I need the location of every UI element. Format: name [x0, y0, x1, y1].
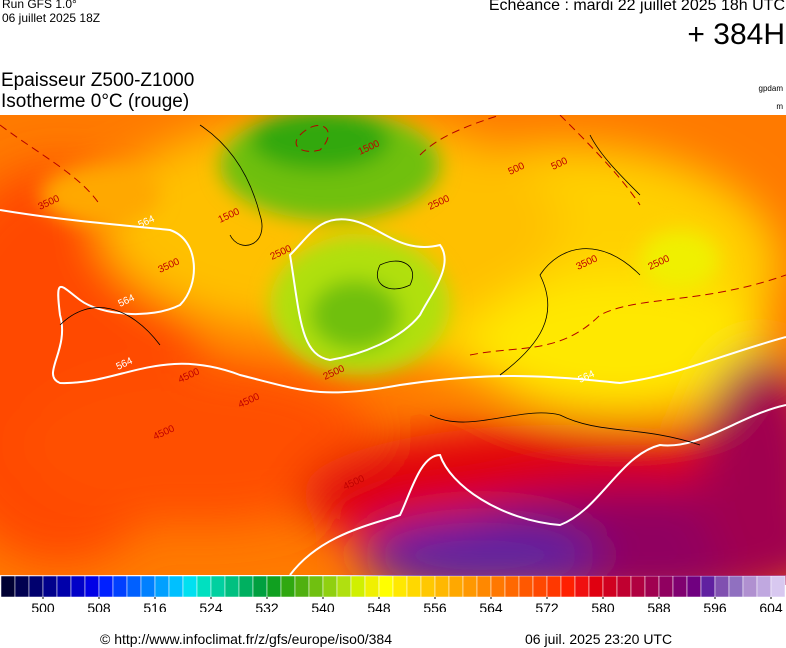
generated-time: 06 juil. 2025 23:20 UTC [525, 631, 673, 647]
thickness-field [0, 115, 786, 585]
colorbar-label: 556 [423, 600, 447, 612]
colorbar-swatch [252, 576, 268, 598]
colorbar-swatch [336, 576, 352, 598]
colorbar-swatch [378, 576, 394, 598]
colorbar-swatch [126, 576, 142, 598]
colorbar-swatch [714, 576, 730, 598]
run-date: 06 juillet 2025 18Z [2, 11, 101, 25]
title-isotherm: Isotherme 0°C (rouge) [1, 91, 190, 112]
lead-time: + 384H [687, 18, 785, 51]
colorbar-label: 548 [367, 600, 391, 612]
colorbar-swatch [420, 576, 436, 598]
colorbar-label: 508 [87, 600, 111, 612]
colorbar-label: 580 [591, 600, 615, 612]
colorbar-swatch [280, 576, 296, 598]
colorbar-swatch [728, 576, 744, 598]
contour-564 [0, 209, 786, 394]
colorbar-swatch [742, 576, 758, 598]
colorbar-swatch [70, 576, 86, 598]
colorbar-label: 604 [759, 600, 783, 612]
colorbar-swatch [490, 576, 506, 598]
colorbar-swatch [168, 576, 184, 598]
contour-576 [289, 404, 786, 576]
colorbar-swatch [630, 576, 646, 598]
colorbar-swatch [406, 576, 422, 598]
title-thickness: Epaisseur Z500-Z1000 [1, 70, 195, 91]
colorbar-swatch [560, 576, 576, 598]
colorbar-swatch [28, 576, 44, 598]
colorbar-swatch [588, 576, 604, 598]
colorbar-swatch [448, 576, 464, 598]
colorbar-swatch [56, 576, 72, 598]
colorbar-swatch [532, 576, 548, 598]
isotherm [0, 115, 786, 356]
colorbar-swatch [210, 576, 226, 598]
colorbar-swatch [476, 576, 492, 598]
colorbar-label: 540 [311, 600, 335, 612]
colorbar-label: 588 [647, 600, 671, 612]
colorbar-swatch [672, 576, 688, 598]
colorbar: 500 508 516 524 532 540 548 556 564 572 580 588 596 6… [0, 576, 786, 612]
colorbar-swatch [350, 576, 366, 598]
colorbar-swatch [294, 576, 310, 598]
colorbar-swatch [364, 576, 380, 598]
colorbar-swatch [392, 576, 408, 598]
colorbar-swatch [756, 576, 772, 598]
colorbar-swatch [658, 576, 674, 598]
run-label: Run GFS 1.0° [2, 0, 77, 11]
colorbar-swatch [686, 576, 702, 598]
colorbar-swatch [14, 576, 30, 598]
colorbar-swatch [140, 576, 156, 598]
colorbar-swatch [518, 576, 534, 598]
colorbar-swatch [224, 576, 240, 598]
unit-label: gpdam [758, 84, 783, 93]
colorbar-label: 572 [535, 600, 559, 612]
colorbar-swatch [266, 576, 282, 598]
colorbar-label: 596 [703, 600, 727, 612]
colorbar-swatch [238, 576, 254, 598]
colorbar-swatch [616, 576, 632, 598]
colorbar-swatch [154, 576, 170, 598]
contour-552 [288, 218, 446, 362]
valid-time: Echéance : mardi 22 juillet 2025 18h UTC [488, 0, 785, 14]
colorbar-swatch [112, 576, 128, 598]
colorbar-swatch [308, 576, 324, 598]
colorbar-label: 564 [479, 600, 503, 612]
colorbar-swatch [98, 576, 114, 598]
colorbar-swatch [434, 576, 450, 598]
cold-pool [40, 115, 720, 375]
colorbar-label: 532 [255, 600, 279, 612]
colorbar-swatch [546, 576, 562, 598]
colorbar-swatch [770, 576, 786, 598]
colorbar-label: 500 [31, 600, 55, 612]
colorbar-swatch [84, 576, 100, 598]
colorbar-swatch [0, 576, 16, 598]
colorbar-swatch [462, 576, 478, 598]
unit-label: m [776, 102, 783, 111]
source-url: © http://www.infoclimat.fr/z/gfs/europe/… [100, 631, 393, 647]
colorbar-swatch [196, 576, 212, 598]
colorbar-swatch [182, 576, 198, 598]
colorbar-swatch [574, 576, 590, 598]
colorbar-swatch [700, 576, 716, 598]
colorbar-label: 516 [143, 600, 167, 612]
colorbar-swatch [42, 576, 58, 598]
colorbar-swatch [504, 576, 520, 598]
colorbar-swatch [644, 576, 660, 598]
colorbar-label: 524 [199, 600, 223, 612]
colorbar-swatch [322, 576, 338, 598]
coastline [59, 124, 701, 446]
colorbar-swatch [602, 576, 618, 598]
